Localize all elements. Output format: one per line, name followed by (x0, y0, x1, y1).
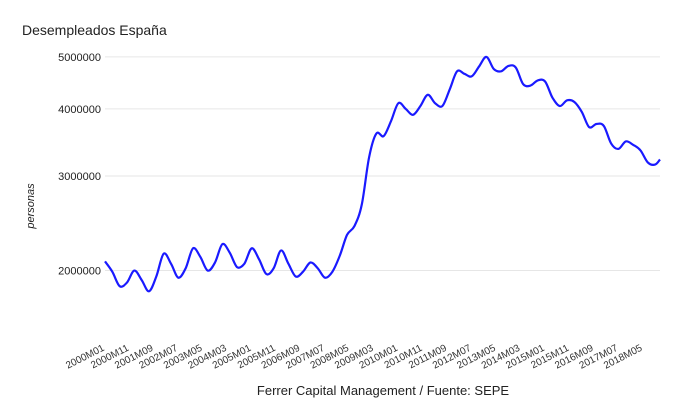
y-axis-label: personas (25, 183, 37, 230)
x-axis-label: Ferrer Capital Management / Fuente: SEPE (257, 383, 510, 398)
gridlines (105, 56, 660, 272)
series-layer (104, 55, 661, 293)
y-tick-label: 4000000 (58, 104, 101, 116)
y-tick-label: 2000000 (58, 266, 101, 278)
series-line-desempleados (104, 55, 661, 293)
y-axis-ticks: 5000000 4000000 3000000 2000000 (58, 52, 101, 278)
y-tick-label: 3000000 (58, 171, 101, 183)
y-tick-label: 5000000 (58, 52, 101, 64)
chart-title: Desempleados España (22, 22, 167, 38)
x-axis-ticks: 2000M012000M112001M092002M072003M052004M… (64, 343, 644, 372)
